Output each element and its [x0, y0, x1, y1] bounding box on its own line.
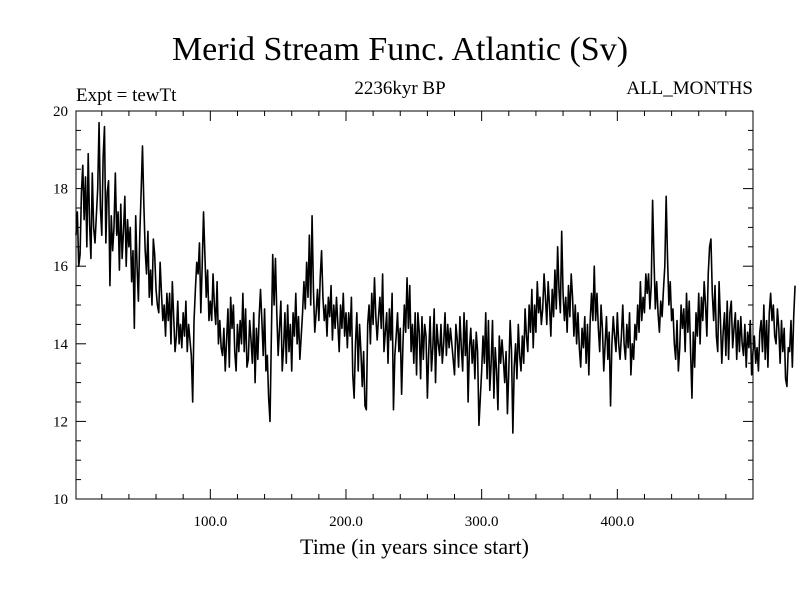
axis-ticks [76, 110, 754, 500]
y-tick-label: 12 [53, 414, 68, 430]
y-tick-label: 16 [53, 259, 69, 275]
period-label: 2236kyr BP [354, 78, 446, 99]
x-tick-label: 100.0 [193, 514, 227, 530]
y-tick-labels: 10 12 14 16 18 20 [53, 104, 69, 508]
y-tick-label: 10 [53, 492, 68, 508]
x-axis-label: Time (in years since start) [300, 534, 529, 559]
x-tick-label: 400.0 [600, 514, 634, 530]
experiment-label: Expt = tewTt [76, 85, 177, 106]
months-label: ALL_MONTHS [626, 78, 753, 99]
y-tick-label: 18 [53, 182, 68, 198]
data-series-line [75, 121, 796, 434]
x-tick-label: 200.0 [329, 514, 363, 530]
y-tick-label: 20 [53, 104, 68, 120]
plot-frame [75, 110, 754, 500]
chart-title: Merid Stream Func. Atlantic (Sv) [171, 31, 629, 68]
y-tick-label: 14 [53, 337, 69, 353]
x-tick-labels: 100.0 200.0 300.0 400.0 [193, 514, 634, 530]
x-tick-label: 300.0 [465, 514, 499, 530]
